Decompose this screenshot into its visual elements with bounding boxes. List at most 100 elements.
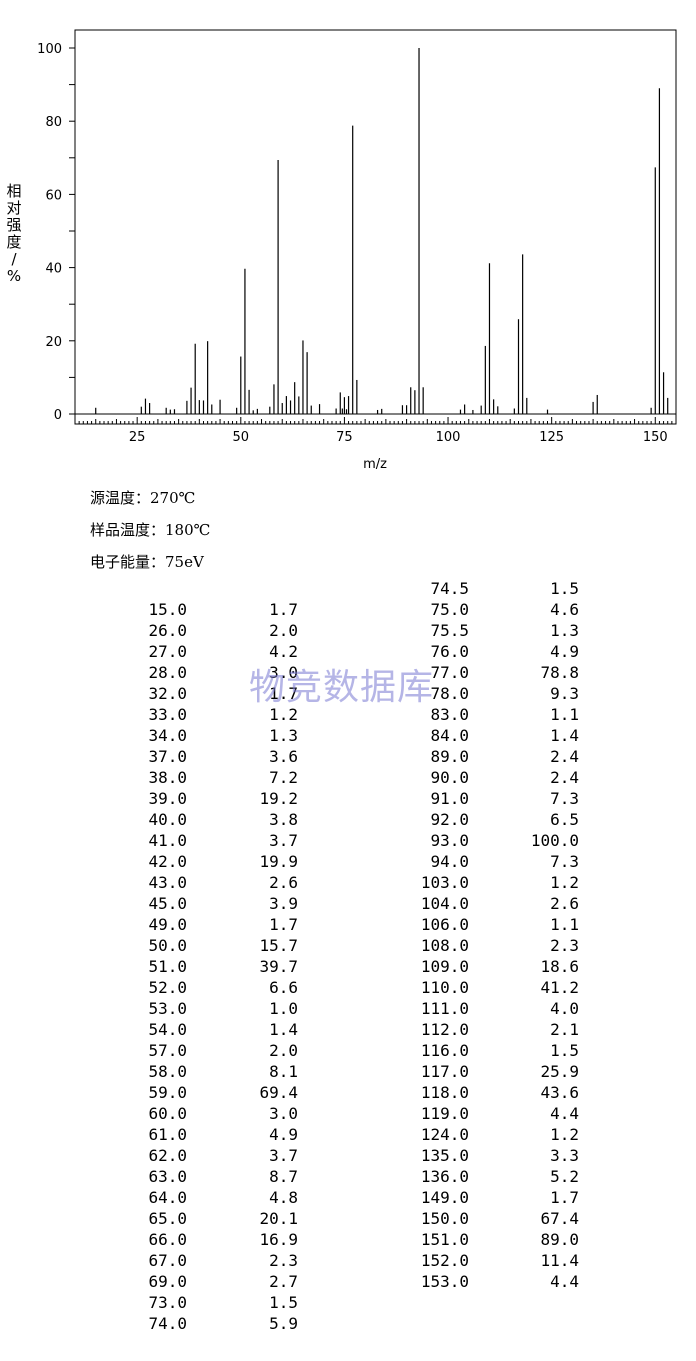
- abundance-value: 1.4: [550, 726, 579, 745]
- mz-value: 92.0: [430, 810, 469, 829]
- abundance-value: 2.4: [550, 768, 579, 787]
- mz-value: 124.0: [420, 1125, 469, 1144]
- mz-value: 54.0: [148, 1020, 187, 1039]
- mz-value: 118.0: [420, 1083, 469, 1102]
- mz-value: 65.0: [148, 1209, 187, 1228]
- mz-value: 27.0: [148, 642, 187, 661]
- mz-value: 33.0: [148, 705, 187, 724]
- sample-temperature: 样品温度：180℃: [90, 521, 211, 539]
- abundance-value: 4.9: [269, 1125, 298, 1144]
- abundance-value: 25.9: [540, 1062, 579, 1081]
- abundance-value: 15.7: [259, 936, 298, 955]
- abundance-value: 2.6: [269, 873, 298, 892]
- abundance-value: 100.0: [530, 831, 579, 850]
- plot-frame: [74, 29, 677, 425]
- y-label-char: %: [6, 267, 22, 285]
- mz-value: 152.0: [420, 1251, 469, 1270]
- y-tick-label: 60: [45, 188, 62, 203]
- mass-spectrum-chart: 25 50 75 100 125 150 0 20 40 60 80 100 m/z: [37, 29, 677, 472]
- abundance-value: 4.4: [550, 1104, 579, 1123]
- mz-value: 76.0: [430, 642, 469, 661]
- abundance-value: 1.2: [550, 873, 579, 892]
- mz-value: 117.0: [420, 1062, 469, 1081]
- mz-value: 111.0: [420, 999, 469, 1018]
- abundance-value: 4.4: [550, 1272, 579, 1291]
- abundance-value: 4.0: [550, 999, 579, 1018]
- electron-energy: 电子能量：75eV: [90, 553, 204, 571]
- mz-value: 103.0: [420, 873, 469, 892]
- mz-value: 34.0: [148, 726, 187, 745]
- abundance-value: 3.7: [269, 831, 298, 850]
- mz-value: 109.0: [420, 957, 469, 976]
- abundance-value: 2.1: [550, 1020, 579, 1039]
- abundance-value: 3.9: [269, 894, 298, 913]
- mz-value: 53.0: [148, 999, 187, 1018]
- y-label-char: /: [11, 250, 17, 268]
- abundance-value: 4.6: [550, 600, 579, 619]
- abundance-value: 19.9: [259, 852, 298, 871]
- abundance-value: 1.1: [550, 915, 579, 934]
- watermark: 物竞数据库: [249, 667, 435, 708]
- abundance-value: 11.4: [540, 1251, 579, 1270]
- abundance-value: 1.2: [269, 705, 298, 724]
- abundance-value: 1.5: [550, 1041, 579, 1060]
- mz-value: 69.0: [148, 1272, 187, 1291]
- abundance-value: 39.7: [259, 957, 298, 976]
- mz-value: 153.0: [420, 1272, 469, 1291]
- y-tick-label: 0: [54, 408, 62, 423]
- mz-value: 32.0: [148, 684, 187, 703]
- x-tick-label: 75: [336, 430, 353, 445]
- x-tick-label: 25: [129, 430, 146, 445]
- mz-value: 75.5: [430, 621, 469, 640]
- abundance-value: 1.2: [550, 1125, 579, 1144]
- x-tick-label: 150: [643, 430, 668, 445]
- abundance-value: 2.4: [550, 747, 579, 766]
- abundance-value: 2.3: [269, 1251, 298, 1270]
- abundance-value: 2.3: [550, 936, 579, 955]
- abundance-value: 3.7: [269, 1146, 298, 1165]
- mz-value: 93.0: [430, 831, 469, 850]
- mz-value: 41.0: [148, 831, 187, 850]
- mz-value: 64.0: [148, 1188, 187, 1207]
- mz-value: 39.0: [148, 789, 187, 808]
- y-label-char: 对: [6, 199, 22, 217]
- y-label-char: 度: [6, 233, 22, 251]
- mz-value: 104.0: [420, 894, 469, 913]
- mz-value: 108.0: [420, 936, 469, 955]
- mz-value: 78.0: [430, 684, 469, 703]
- y-tick-label: 100: [37, 42, 62, 57]
- abundance-value: 1.7: [269, 684, 298, 703]
- abundance-value: 4.9: [550, 642, 579, 661]
- abundance-value: 19.2: [259, 789, 298, 808]
- mz-value: 49.0: [148, 915, 187, 934]
- mz-value: 63.0: [148, 1167, 187, 1186]
- mz-value: 83.0: [430, 705, 469, 724]
- mz-value: 94.0: [430, 852, 469, 871]
- y-label-char: 相: [6, 182, 22, 200]
- mz-value: 136.0: [420, 1167, 469, 1186]
- mz-value: 67.0: [148, 1251, 187, 1270]
- mz-value: 110.0: [420, 978, 469, 997]
- x-tick-label: 100: [436, 430, 461, 445]
- y-tick-label: 80: [45, 115, 62, 130]
- mz-value: 149.0: [420, 1188, 469, 1207]
- abundance-value: 2.0: [269, 621, 298, 640]
- mz-value: 84.0: [430, 726, 469, 745]
- mz-value: 38.0: [148, 768, 187, 787]
- abundance-value: 2.7: [269, 1272, 298, 1291]
- abundance-value: 69.4: [259, 1083, 298, 1102]
- y-tick-label: 20: [45, 335, 62, 350]
- abundance-value: 2.0: [269, 1041, 298, 1060]
- abundance-value: 1.7: [269, 600, 298, 619]
- abundance-value: 1.5: [550, 579, 579, 598]
- mz-value: 45.0: [148, 894, 187, 913]
- mz-value: 62.0: [148, 1146, 187, 1165]
- mz-value: 89.0: [430, 747, 469, 766]
- abundance-value: 3.8: [269, 810, 298, 829]
- abundance-value: 1.3: [269, 726, 298, 745]
- mz-value: 50.0: [148, 936, 187, 955]
- abundance-value: 1.7: [550, 1188, 579, 1207]
- abundance-value: 5.2: [550, 1167, 579, 1186]
- peaks-group: [75, 48, 676, 415]
- abundance-value: 3.6: [269, 747, 298, 766]
